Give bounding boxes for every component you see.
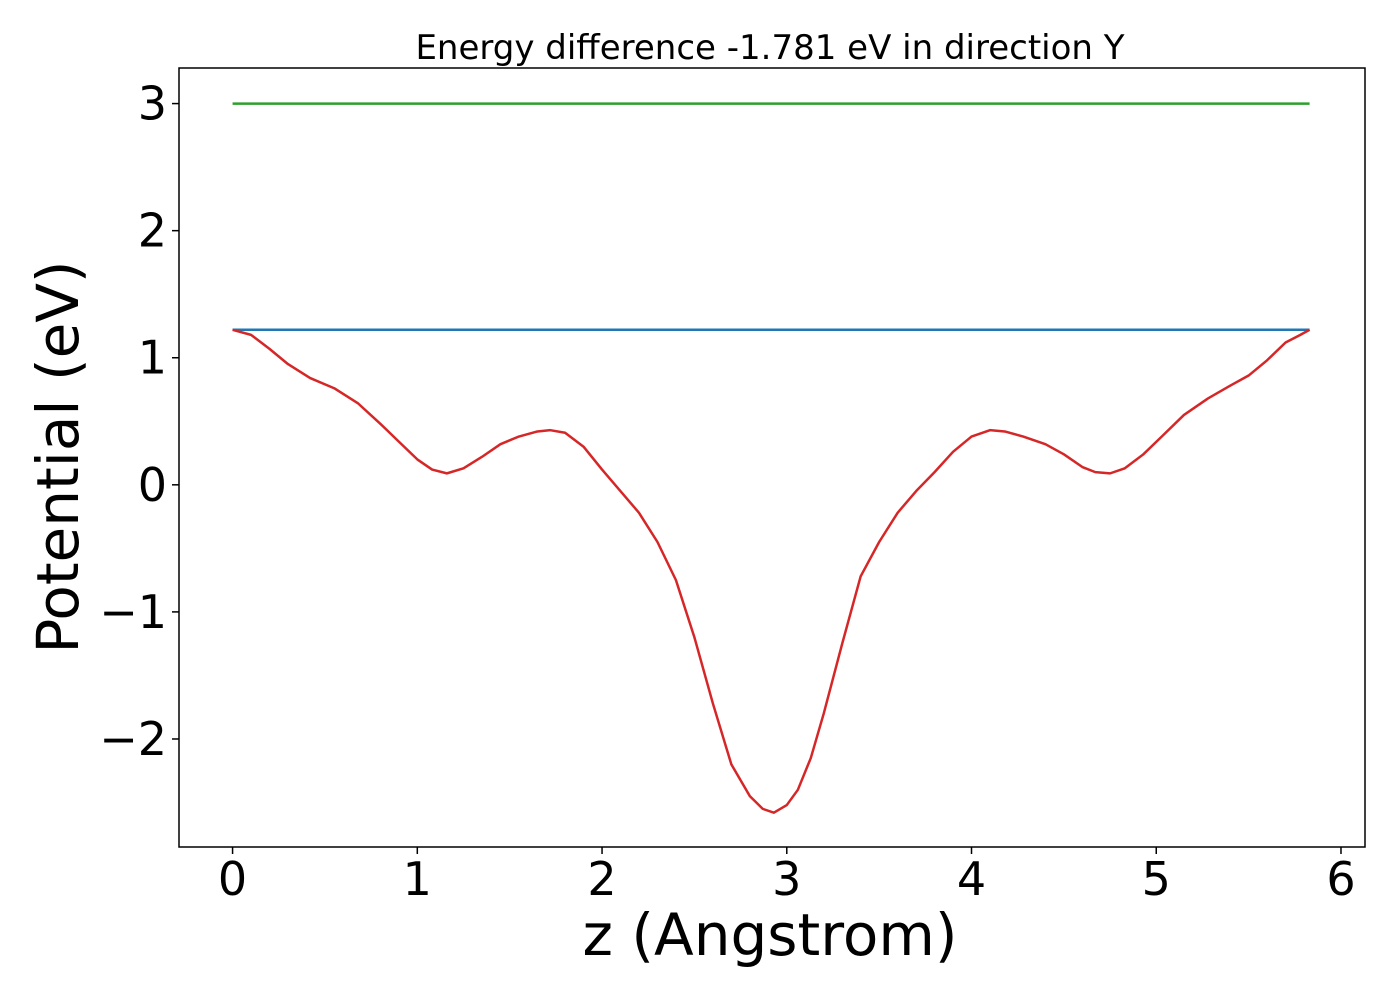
y-tick-label: 1 [138,331,167,385]
x-tick-label: 4 [957,852,986,906]
y-tick-label: 0 [138,458,167,512]
chart-title: Energy difference -1.781 eV in direction… [415,28,1124,68]
y-tick-label: 2 [138,204,167,258]
x-tick-label: 6 [1326,852,1355,906]
plot-frame [178,67,1366,848]
plot-area [232,102,1311,814]
x-tick-label: 0 [218,852,247,906]
y-tick-label: −2 [99,712,167,766]
x-axis-label: z (Angstrom) [583,901,958,969]
x-tick-label: 1 [403,852,432,906]
y-tick-label: 3 [138,77,167,131]
series-line-2 [232,328,1311,814]
x-tick-label: 5 [1142,852,1171,906]
x-tick-label: 2 [587,852,616,906]
x-axis: 0 1 2 3 4 5 6 [218,847,1356,906]
y-tick-label: −1 [99,585,167,639]
y-axis-label: Potential (eV) [24,260,92,653]
y-axis: −2 −1 0 1 2 3 [99,77,179,766]
x-tick-label: 3 [772,852,801,906]
